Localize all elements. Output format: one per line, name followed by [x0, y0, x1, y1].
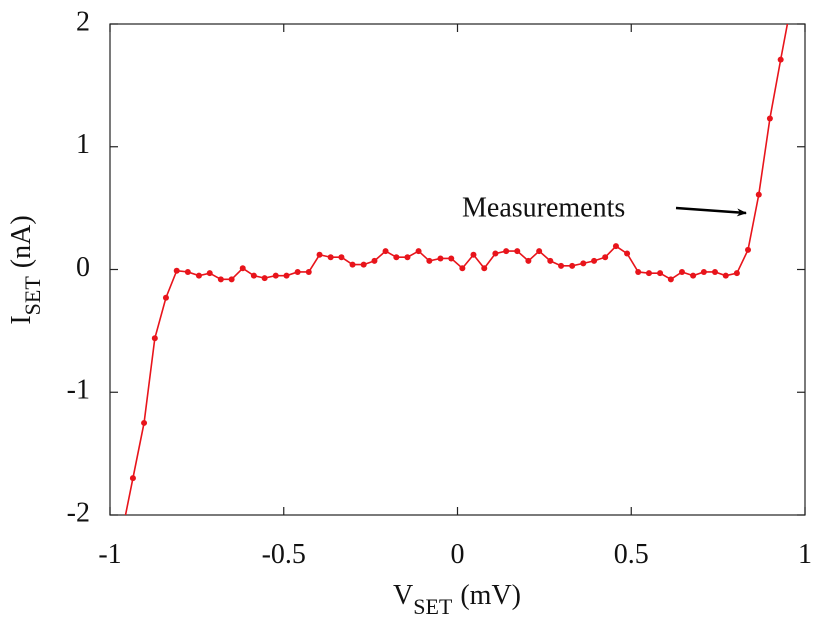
data-point	[612, 243, 619, 250]
data-point	[700, 268, 707, 275]
data-point	[602, 254, 609, 261]
data-point	[514, 248, 521, 255]
x-axis-label-sub: SET	[413, 594, 453, 619]
x-tick-label: 0	[451, 539, 465, 570]
data-point	[711, 268, 718, 275]
data-point	[525, 257, 532, 264]
data-point	[492, 250, 499, 257]
data-point	[745, 246, 752, 253]
data-point	[558, 262, 565, 269]
x-tick-label: -0.5	[262, 539, 306, 570]
data-point	[162, 294, 169, 301]
data-point	[206, 270, 213, 277]
plot-frame	[109, 23, 806, 516]
data-point	[667, 276, 674, 283]
annotation: Measurements	[462, 192, 625, 223]
data-point	[250, 272, 257, 279]
y-tick-label: -1	[67, 375, 90, 406]
x-axis-label-main: V	[393, 580, 413, 611]
data-point	[569, 262, 576, 269]
data-point	[217, 276, 224, 283]
y-tick-label: 1	[76, 129, 90, 160]
data-point	[766, 115, 773, 122]
data-point	[119, 530, 125, 536]
data-line	[124, 24, 789, 515]
x-axis-label: VSET (mV)	[393, 580, 521, 619]
plot-area	[119, 0, 795, 536]
data-point	[283, 272, 290, 279]
data-point	[393, 254, 400, 261]
data-point	[272, 272, 279, 279]
data-point	[338, 254, 345, 261]
data-point	[635, 268, 642, 275]
data-point	[448, 255, 455, 262]
data-point	[755, 191, 762, 198]
data-point	[459, 265, 466, 272]
x-tick-label: 0.5	[614, 539, 649, 570]
data-point	[733, 270, 740, 277]
y-tick-label: -2	[67, 497, 90, 528]
y-tick-label: 0	[76, 252, 90, 283]
x-tick-label: -1	[98, 539, 121, 570]
data-point	[789, 0, 795, 4]
data-point	[547, 257, 554, 264]
data-point	[657, 270, 664, 277]
data-point	[349, 261, 356, 268]
data-point	[305, 268, 312, 275]
y-axis-label-main: I	[6, 315, 37, 324]
data-point	[481, 265, 488, 272]
y-axis-label-unit: (nA)	[6, 215, 37, 268]
data-point	[360, 261, 367, 268]
x-tick-label: 1	[798, 539, 812, 570]
data-point	[382, 248, 389, 255]
data-point	[261, 275, 268, 282]
data-point	[239, 265, 246, 272]
data-point	[141, 419, 148, 426]
data-point	[690, 272, 697, 279]
data-point	[777, 56, 784, 63]
data-point	[591, 257, 598, 264]
data-point	[151, 335, 158, 342]
data-point	[316, 251, 323, 258]
data-point	[678, 268, 685, 275]
data-point	[580, 260, 587, 267]
data-point	[228, 276, 235, 283]
x-axis-label-unit: (mV)	[460, 580, 521, 611]
y-tick-label: 2	[76, 6, 90, 37]
data-point	[426, 257, 433, 264]
data-point	[404, 254, 411, 261]
y-axis-label: ISET (nA)	[6, 215, 45, 324]
data-point	[437, 255, 444, 262]
data-point	[722, 272, 729, 279]
data-point	[173, 267, 180, 274]
data-point	[624, 250, 631, 257]
annotation-arrow	[675, 206, 747, 217]
data-point	[536, 248, 543, 255]
data-point	[371, 257, 378, 264]
data-point	[503, 248, 510, 255]
data-point	[645, 270, 652, 277]
data-point	[129, 475, 136, 482]
data-point	[294, 268, 301, 275]
y-axis-label-sub: SET	[20, 276, 45, 316]
data-point	[327, 254, 334, 261]
data-point	[415, 248, 422, 255]
data-point	[470, 251, 477, 258]
data-point	[184, 268, 191, 275]
data-point	[195, 272, 202, 279]
